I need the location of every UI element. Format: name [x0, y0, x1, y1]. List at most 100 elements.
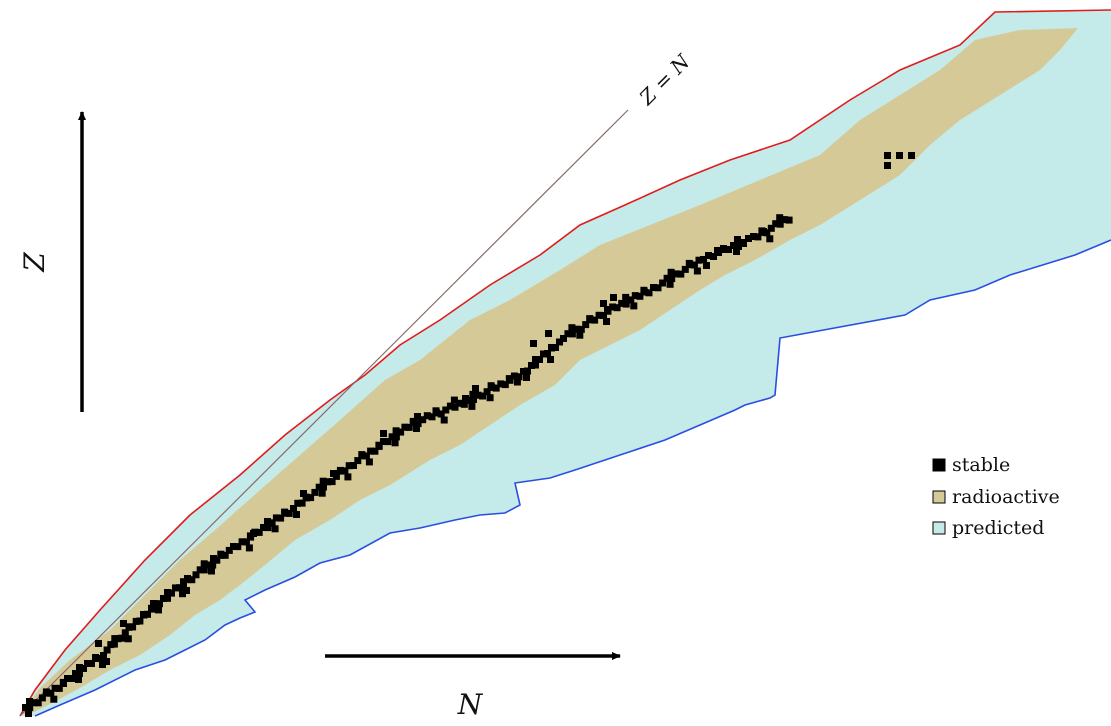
stable-nucleus	[666, 280, 674, 288]
stable-nucleus	[55, 684, 63, 692]
stable-nucleus	[354, 457, 362, 465]
stable-nucleus	[392, 433, 400, 441]
stable-nucleus	[659, 279, 667, 287]
stable-nucleus	[160, 595, 167, 602]
stable-nucleus	[470, 396, 477, 403]
stable-nucleus	[483, 388, 491, 396]
stable-nucleus	[677, 270, 685, 278]
stable-nucleus	[479, 392, 487, 400]
stable-nucleus	[22, 704, 29, 711]
stable-nucleus	[667, 268, 675, 276]
stable-nucleus	[285, 509, 293, 517]
stable-nucleus	[700, 256, 707, 263]
legend-stable-swatch	[932, 458, 946, 472]
stable-nucleus	[600, 300, 607, 307]
stable-nucleus	[630, 302, 638, 310]
stable-nucleus	[618, 299, 626, 307]
stable-nucleus	[776, 214, 784, 222]
z-equals-n-line	[19, 109, 629, 717]
stable-nucleus	[75, 676, 82, 683]
stable-nucleus	[362, 452, 370, 460]
stable-nucleus	[573, 325, 581, 333]
stable-nucleus	[613, 304, 621, 312]
stable-nucleus	[68, 675, 75, 682]
stable-nucleus	[544, 350, 551, 357]
legend-predicted-label: predicted	[952, 517, 1044, 539]
stable-nucleus	[446, 402, 454, 410]
stable-nucleus	[622, 300, 630, 308]
stable-nucleus	[294, 499, 302, 507]
stable-nucleus	[120, 620, 127, 627]
stable-nuclei	[22, 152, 915, 717]
stable-nucleus	[264, 518, 271, 525]
stable-nucleus	[150, 600, 157, 607]
stable-nucleus	[38, 694, 46, 702]
stable-nucleus	[530, 340, 537, 347]
stable-nucleus	[281, 509, 289, 517]
stable-nucleus	[121, 629, 129, 637]
stable-nucleus	[410, 419, 417, 426]
stable-nucleus	[84, 660, 91, 667]
stable-nucleus	[72, 670, 79, 677]
stable-nucleus	[221, 551, 229, 559]
stable-nucleus	[604, 307, 612, 315]
legend-radioactive-label: radioactive	[952, 486, 1060, 508]
stable-nucleus	[47, 689, 55, 697]
stable-nucleus	[690, 261, 698, 269]
stable-nucleus	[88, 660, 95, 667]
stable-nucleus	[140, 611, 147, 618]
legend: stable radioactive predicted	[932, 454, 1060, 539]
stable-nucleus	[740, 240, 747, 247]
stable-nucleus	[785, 216, 793, 224]
stable-nucleus	[591, 316, 599, 324]
stable-nucleus	[515, 373, 523, 381]
stable-nucleus	[155, 606, 162, 614]
legend-predicted-swatch	[932, 521, 946, 535]
stable-nucleus	[560, 335, 567, 342]
stable-nucleus	[781, 216, 789, 224]
stable-nucleus	[95, 640, 102, 647]
stable-nucleus	[428, 413, 436, 421]
stable-nucleus	[460, 400, 468, 408]
stable-nucleus	[705, 252, 712, 259]
stable-nucleus	[380, 430, 387, 437]
stable-nucleus	[180, 581, 187, 588]
stable-nucleus	[380, 438, 387, 445]
stable-nucleus	[908, 152, 915, 159]
stable-nucleus	[76, 670, 83, 677]
stable-nucleus	[43, 689, 51, 697]
stable-nucleus	[686, 261, 694, 269]
stable-nucleus	[337, 467, 345, 475]
legend-radioactive-swatch	[932, 490, 946, 504]
stable-nucleus	[217, 551, 225, 559]
stable-nucleus	[30, 699, 38, 707]
stable-nucleus	[568, 324, 576, 332]
stable-nucleus	[76, 664, 83, 671]
stable-nucleus	[750, 233, 757, 240]
stable-nucleus	[497, 380, 505, 388]
stable-nucleus	[725, 246, 732, 253]
stable-nucleus	[532, 356, 539, 363]
stable-nucleus	[315, 483, 323, 491]
stable-nucleus	[255, 528, 263, 536]
stable-nucleus	[548, 344, 555, 352]
stable-nucleus	[302, 494, 310, 502]
stable-nucleus	[472, 385, 479, 392]
stable-nucleus	[208, 567, 215, 575]
stable-nucleus	[760, 228, 767, 235]
stable-nucleus	[501, 381, 509, 389]
stable-nucleus	[392, 427, 400, 435]
stable-nucleus	[125, 623, 133, 631]
stable-nucleus	[250, 530, 257, 537]
stable-nucleus	[451, 403, 459, 411]
stable-nucleus	[681, 265, 689, 273]
stable-nucleus	[330, 470, 337, 477]
stable-nucleus	[468, 402, 476, 410]
stable-nucleus	[350, 462, 357, 469]
z-equals-n-label: Z = N	[634, 48, 696, 110]
stable-nucleus	[367, 447, 375, 455]
stable-nucleus	[545, 330, 552, 337]
stable-nucleus	[414, 413, 421, 420]
stable-nucleus	[188, 576, 196, 584]
stable-nucleus	[474, 391, 482, 399]
